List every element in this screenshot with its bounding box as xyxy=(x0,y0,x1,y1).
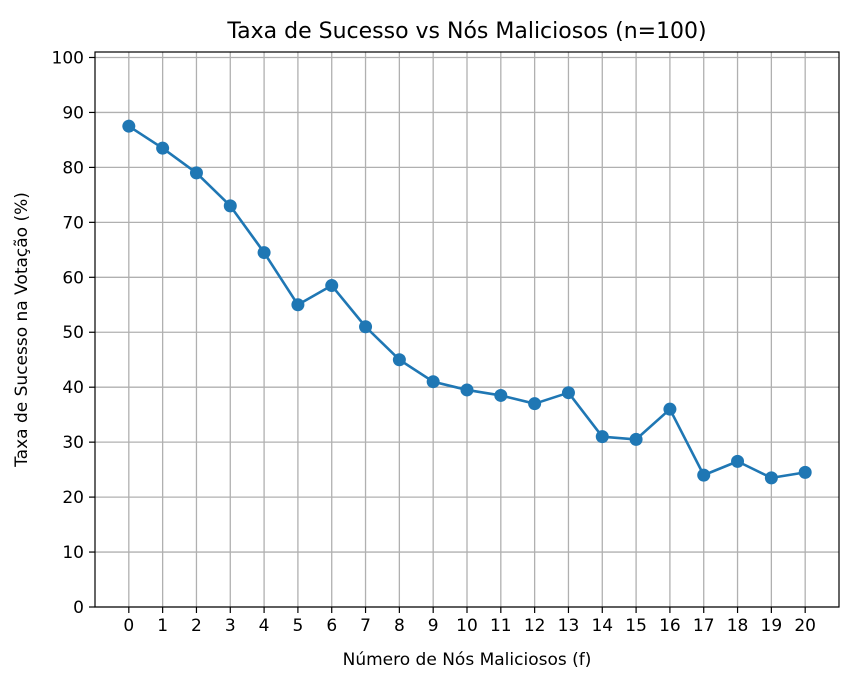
chart-title: Taxa de Sucesso vs Nós Maliciosos (n=100… xyxy=(226,19,706,44)
x-tick-label: 8 xyxy=(394,616,405,636)
data-point xyxy=(460,383,474,397)
data-point xyxy=(392,353,406,367)
y-tick-label: 70 xyxy=(62,213,84,233)
x-tick-label: 9 xyxy=(428,616,439,636)
data-point xyxy=(663,402,677,416)
x-tick-label: 11 xyxy=(490,616,512,636)
x-tick-label: 5 xyxy=(292,616,303,636)
x-tick-label: 1 xyxy=(157,616,168,636)
x-axis-label: Número de Nós Maliciosos (f) xyxy=(343,650,592,670)
x-tick-label: 12 xyxy=(524,616,546,636)
y-tick-label: 30 xyxy=(62,433,84,453)
series-layer xyxy=(122,119,812,485)
y-tick-label: 50 xyxy=(62,323,84,343)
y-axis-label: Taxa de Sucesso na Votação (%) xyxy=(12,192,32,468)
y-tick-label: 0 xyxy=(73,598,84,618)
x-tick-label: 7 xyxy=(360,616,371,636)
x-tick-label: 3 xyxy=(225,616,236,636)
data-point xyxy=(528,397,542,411)
x-tick-label: 10 xyxy=(456,616,478,636)
data-point xyxy=(629,432,643,446)
y-tick-label: 60 xyxy=(62,268,84,288)
x-tick-label: 17 xyxy=(693,616,715,636)
x-tick-label: 18 xyxy=(727,616,749,636)
x-tick-label: 15 xyxy=(625,616,647,636)
data-point xyxy=(731,454,745,468)
data-point xyxy=(257,246,271,260)
x-tick-label: 2 xyxy=(191,616,202,636)
data-point xyxy=(494,388,508,402)
y-tick-label: 10 xyxy=(62,543,84,563)
x-tick-label: 4 xyxy=(259,616,270,636)
data-point xyxy=(697,468,711,482)
y-tick-label: 80 xyxy=(62,158,84,178)
ticks: 0 1 2 3 4 5 6 7 8 9 10 11 12 13 14 15 16 17 18 19 2001020304… xyxy=(52,48,816,636)
x-tick-label: 6 xyxy=(326,616,337,636)
y-tick-label: 100 xyxy=(52,48,84,68)
y-tick-label: 20 xyxy=(62,488,84,508)
data-point xyxy=(764,471,778,485)
data-point xyxy=(291,298,305,312)
data-point xyxy=(595,430,609,444)
y-tick-label: 90 xyxy=(62,103,84,123)
data-point xyxy=(561,386,575,400)
data-point xyxy=(426,375,440,389)
data-point xyxy=(189,166,203,180)
data-point xyxy=(156,141,170,155)
x-tick-label: 0 xyxy=(123,616,134,636)
data-point xyxy=(359,320,373,334)
x-tick-label: 14 xyxy=(591,616,613,636)
data-point xyxy=(325,279,339,293)
y-tick-label: 40 xyxy=(62,378,84,398)
grid xyxy=(95,52,839,608)
data-point xyxy=(223,199,237,213)
x-tick-label: 16 xyxy=(659,616,681,636)
x-tick-label: 20 xyxy=(794,616,816,636)
x-tick-label: 19 xyxy=(761,616,783,636)
data-point xyxy=(122,119,136,133)
x-tick-label: 13 xyxy=(558,616,580,636)
data-point xyxy=(798,465,812,479)
